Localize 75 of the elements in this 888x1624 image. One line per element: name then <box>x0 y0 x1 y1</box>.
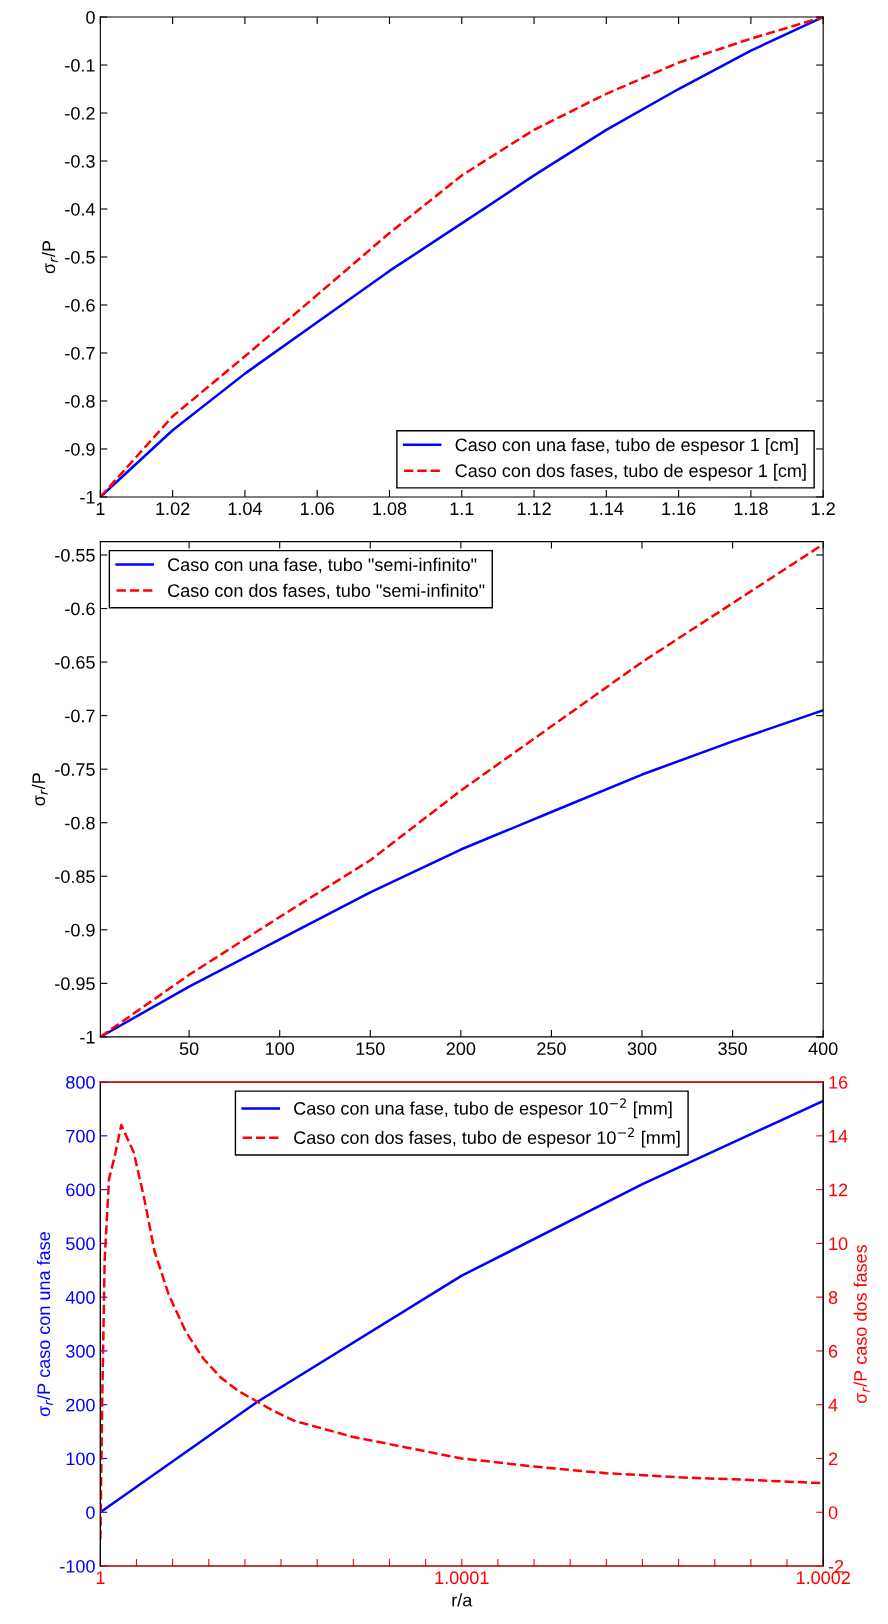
x-tick-label: 1.18 <box>734 502 768 516</box>
y-tick-label: 100 <box>66 1452 95 1466</box>
y-axis-title: σ$_{r}$/P <box>31 773 48 806</box>
y2-tick-label: 2 <box>828 1452 838 1466</box>
y-tick-label: -0.4 <box>65 202 95 216</box>
x-tick-label: 1.12 <box>517 502 551 515</box>
y-tick-label: 200 <box>66 1398 95 1412</box>
y-tick-label: 700 <box>66 1129 95 1143</box>
x-tick-label: 1 <box>96 502 105 515</box>
y-axis-title: σ$_{r}$/P caso con una fase <box>36 1232 53 1417</box>
y-tick-label: -0.8 <box>65 816 95 830</box>
y-tick-label: 800 <box>66 1076 95 1089</box>
x-tick-label: 1.16 <box>662 502 696 516</box>
x-axis-title: r/a <box>452 1593 473 1607</box>
y-tick-label: -0.55 <box>55 548 95 562</box>
x-tick-label: 1.08 <box>373 502 407 516</box>
y-tick-label: -0.6 <box>65 298 95 312</box>
legend-label: Caso con dos fases, tubo de espesor 1 [cm] <box>455 463 806 481</box>
legend-label: Caso con dos fases, tubo de espesor 10$^{−2}$ [mm] <box>294 1127 680 1148</box>
y-tick-label: -0.8 <box>65 394 95 408</box>
x-tick-label: 1.0001 <box>435 1571 489 1585</box>
y2-tick-label: 16 <box>829 1076 848 1089</box>
x-tick-label: 1.1 <box>450 502 474 515</box>
line-series <box>100 543 824 1037</box>
x-tick-label: 350 <box>718 1042 747 1056</box>
y2-tick-label: 12 <box>829 1183 848 1197</box>
x-tick-label: 1.0002 <box>796 1571 850 1585</box>
y-tick-label: 0 <box>86 1506 95 1519</box>
y-tick-label: -0.6 <box>65 602 95 616</box>
x-tick-label: 1.02 <box>156 502 190 516</box>
y2-tick-label: 10 <box>829 1237 848 1251</box>
y-tick-label: 400 <box>65 1291 95 1304</box>
y-tick-label: -0.7 <box>65 346 95 360</box>
y-tick-label: -0.5 <box>65 250 95 264</box>
y-tick-label: 0 <box>86 10 95 24</box>
x-tick-label: 400 <box>808 1042 838 1056</box>
x-tick-label: 1.06 <box>301 502 334 516</box>
x-tick-label: 250 <box>537 1042 566 1056</box>
y2-tick-label: 14 <box>829 1129 848 1143</box>
legend-label: Caso con una fase, tubo de espesor 1 [cm] <box>455 438 798 455</box>
y2-axis-title: σ$_{r}$/P caso dos fases <box>853 1244 870 1404</box>
legend-label: Caso con una fase, tubo "semi-infinito" <box>168 557 477 574</box>
y2-tick-label: 4 <box>828 1398 838 1412</box>
y-tick-label: -0.85 <box>55 870 95 883</box>
x-tick-label: 150 <box>356 1042 385 1056</box>
y2-tick-label: 6 <box>828 1344 838 1358</box>
y-tick-label: -0.9 <box>65 442 95 456</box>
y-tick-label: -1 <box>80 491 95 504</box>
y2-tick-label: 8 <box>828 1291 838 1304</box>
y-tick-label: -0.3 <box>65 154 95 168</box>
y-tick-label: -0.75 <box>55 763 95 776</box>
line-series <box>100 17 824 497</box>
x-tick-label: 50 <box>179 1042 199 1056</box>
y-tick-label: -0.2 <box>65 106 95 120</box>
x-tick-label: 200 <box>446 1042 476 1056</box>
x-tick-label: 1.2 <box>812 502 835 515</box>
y-tick-label: 600 <box>66 1183 95 1197</box>
y2-tick-label: 0 <box>828 1506 838 1519</box>
legend-label: Caso con una fase, tubo de espesor 10$^{−2}$ [mm] <box>294 1098 672 1119</box>
y-tick-label: -100 <box>60 1559 95 1573</box>
y-tick-label: -0.65 <box>55 656 95 669</box>
x-tick-label: 1 <box>96 1571 105 1584</box>
y-tick-label: -0.7 <box>65 709 95 723</box>
y-tick-label: -0.9 <box>65 923 95 937</box>
x-tick-label: 1.04 <box>228 502 262 516</box>
x-tick-label: 100 <box>266 1042 295 1056</box>
y-tick-label: -1 <box>80 1031 95 1044</box>
y-tick-label: 500 <box>66 1237 95 1251</box>
y-tick-label: -0.95 <box>55 977 95 991</box>
x-tick-label: 1.14 <box>590 502 624 515</box>
y-tick-label: 300 <box>66 1344 95 1358</box>
legend-label: Caso con dos fases, tubo "semi-infinito" <box>168 583 485 600</box>
x-tick-label: 300 <box>627 1042 657 1056</box>
y-axis-title: σ$_{r}$/P <box>41 240 58 274</box>
y-tick-label: -0.1 <box>65 58 95 72</box>
